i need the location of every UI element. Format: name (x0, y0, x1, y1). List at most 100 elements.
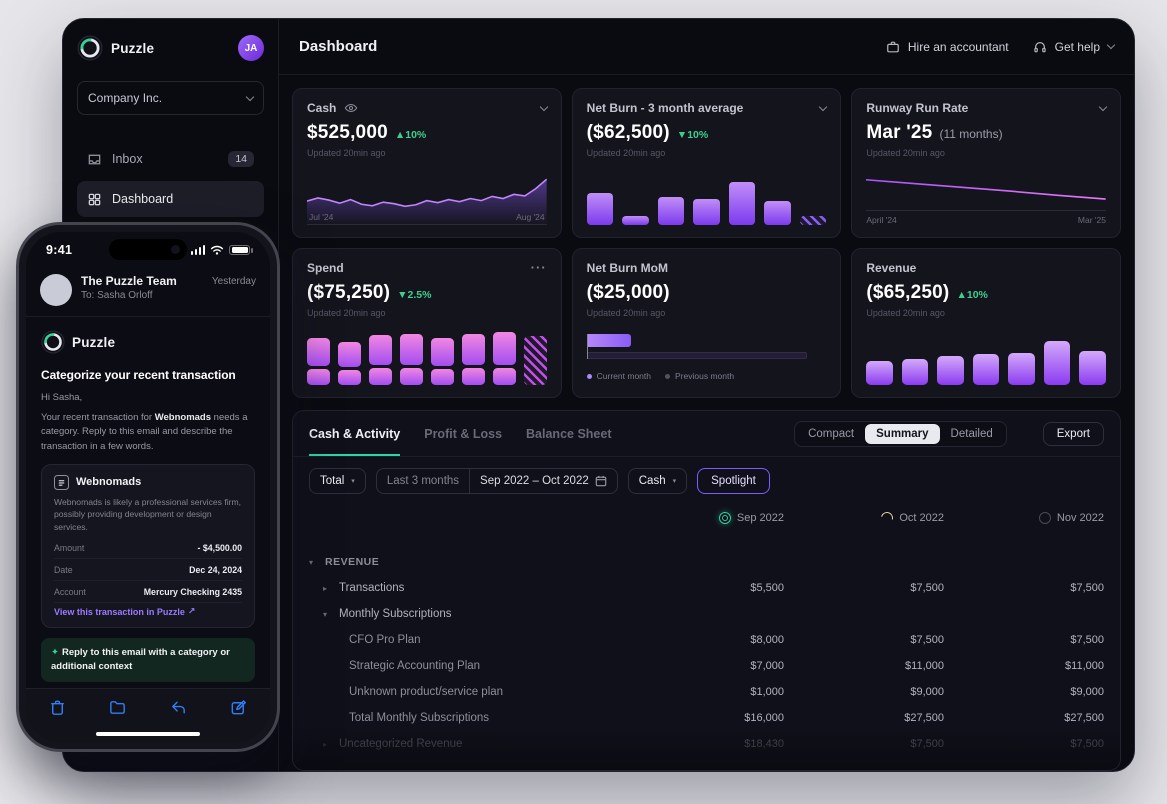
metric-updated: Updated 20min ago (307, 308, 386, 318)
bar-column (461, 329, 485, 385)
signal-icon (190, 245, 205, 255)
row-value: $7,500 (910, 738, 944, 750)
axis-label-right: Mar '25 (1077, 215, 1106, 225)
compose-icon[interactable] (229, 698, 248, 717)
tab-balance-sheet[interactable]: Balance Sheet (526, 426, 612, 441)
reply-callout: ✦ Reply to this email with a category or … (41, 638, 255, 682)
metric-title: Runway Run Rate (866, 101, 969, 115)
chevron-down-icon[interactable] (1098, 102, 1108, 111)
sender-name: The Puzzle Team (81, 274, 177, 288)
table-row-unknown-product-plan[interactable]: Unknown product/service plan $1,000 $9,0… (293, 679, 1120, 705)
legend-dot-previous (665, 373, 670, 379)
table-row-monthly-subscriptions[interactable]: ▾ Monthly Subscriptions (293, 601, 1120, 627)
bar (1043, 341, 1071, 385)
month-status-partial-icon (879, 509, 896, 527)
transaction-field: Account Mercury Checking 2435 (54, 581, 242, 604)
row-value: $7,500 (910, 634, 944, 646)
field-value: Dec 24, 2024 (189, 564, 242, 575)
battery-icon (229, 244, 253, 256)
metric-card-runway: Runway Run Rate Mar '25 (11 months) Upda… (851, 88, 1121, 238)
company-selector[interactable]: Company Inc. (77, 81, 264, 115)
metric-value: Mar '25 (866, 122, 933, 143)
user-avatar[interactable]: JA (238, 35, 264, 61)
bar (728, 182, 756, 225)
view-transaction-link[interactable]: View this transaction in Puzzle ↗ (54, 606, 242, 617)
netburn-bars (586, 169, 827, 225)
metric-card-net-burn-average: Net Burn - 3 month average ($62,500) ▼10… (571, 88, 842, 238)
mode-summary[interactable]: Summary (865, 423, 940, 444)
metric-delta: ▲10% (956, 289, 988, 301)
trash-icon[interactable] (48, 698, 67, 717)
scope-filter-dropdown[interactable]: Total ▾ (309, 468, 366, 494)
row-value: $11,000 (905, 660, 944, 672)
bar (1079, 351, 1106, 385)
table-row-total-monthly-subscriptions[interactable]: Total Monthly Subscriptions $16,000 $27,… (293, 705, 1120, 731)
mode-compact[interactable]: Compact (808, 427, 855, 440)
column-label: Nov 2022 (1056, 512, 1104, 524)
mode-detailed[interactable]: Detailed (950, 427, 993, 440)
main-area: Dashboard Hire an accountant Get help (279, 19, 1134, 771)
bar-column (492, 329, 516, 385)
date-range-picker[interactable]: Sep 2022 – Oct 2022 (470, 469, 617, 493)
export-button[interactable]: Export (1042, 421, 1104, 446)
table-row-transactions[interactable]: ▸ Transactions $5,500 $7,500 $7,500 (293, 575, 1120, 601)
transaction-field: Amount - $4,500.00 (54, 537, 242, 560)
body-text: Your recent transaction for (41, 412, 155, 423)
axis-label-right: Aug '24 (516, 212, 545, 222)
runway-line (866, 180, 1106, 199)
date-range-label: Sep 2022 – Oct 2022 (480, 475, 589, 487)
home-indicator[interactable] (96, 732, 200, 736)
transaction-title: Webnomads (76, 476, 142, 489)
sidebar-item-inbox[interactable]: Inbox 14 (77, 141, 264, 177)
column-header-nov: Nov 2022 (944, 512, 1104, 524)
caret-icon: ▾ (323, 609, 328, 619)
chevron-down-icon[interactable] (539, 102, 548, 111)
row-label: Strategic Accounting Plan (349, 660, 481, 672)
brand-name: Puzzle (72, 334, 116, 350)
cash-area (307, 179, 547, 224)
get-help-button[interactable]: Get help (1033, 40, 1116, 54)
metric-card-net-burn-mom: Net Burn MoM ($25,000) Updated 20min ago… (571, 248, 842, 398)
table-row-revenue[interactable]: ▾ REVENUE (293, 549, 1120, 575)
metric-delta: ▼2.5% (397, 289, 432, 301)
metric-value: ($62,500) (586, 122, 670, 143)
range-preset-label: Last 3 months (386, 475, 460, 487)
table-row-strategic-accounting-plan[interactable]: Strategic Accounting Plan $7,000 $11,000… (293, 653, 1120, 679)
chevron-down-icon[interactable] (819, 102, 828, 111)
row-label: REVENUE (325, 556, 380, 568)
metric-value: ($25,000) (586, 282, 670, 303)
column-header-sep: Sep 2022 (624, 512, 784, 524)
revenue-bars (866, 329, 1106, 385)
headphones-icon (1033, 41, 1046, 52)
reply-icon[interactable] (169, 698, 188, 717)
row-label: Unknown product/service plan (349, 686, 504, 698)
eye-icon[interactable] (344, 101, 358, 115)
metric-card-cash: Cash $525,000 ▲10% Updated 20min ago (292, 88, 562, 238)
table-row-cfo-pro-plan[interactable]: CFO Pro Plan $8,000 $7,500 $7,500 (293, 627, 1120, 653)
column-label: Oct 2022 (899, 512, 944, 524)
table-row-uncategorized-revenue[interactable]: ▸ Uncategorized Revenue $18,430 $7,500 $7… (293, 731, 1120, 757)
email-timestamp: Yesterday (211, 276, 256, 287)
link-label: View this transaction in Puzzle (54, 606, 185, 617)
spotlight-button[interactable]: Spotlight (697, 468, 770, 494)
row-value: $18,430 (744, 738, 784, 750)
basis-filter-dropdown[interactable]: Cash ▾ (627, 468, 688, 494)
tab-profit-loss[interactable]: Profit & Loss (424, 426, 503, 441)
more-menu-icon[interactable]: ··· (530, 260, 547, 275)
email-body: Puzzle Categorize your recent transactio… (26, 317, 270, 688)
bar (866, 361, 893, 385)
folder-icon[interactable] (108, 698, 127, 717)
row-value: $9,000 (1070, 686, 1104, 698)
row-value: $9,000 (910, 686, 944, 698)
row-value: $7,500 (1070, 634, 1104, 646)
topbar: Dashboard Hire an accountant Get help (279, 19, 1134, 75)
metric-value: ($75,250) (307, 282, 391, 303)
metric-title: Revenue (866, 261, 917, 275)
tab-cash-activity[interactable]: Cash & Activity (309, 411, 401, 456)
dashboard-window: Puzzle JA Company Inc. Inbox 14 (62, 18, 1135, 772)
hire-accountant-button[interactable]: Hire an accountant (886, 40, 1009, 54)
cash-line (307, 179, 547, 206)
sidebar-item-dashboard[interactable]: Dashboard (77, 181, 264, 217)
range-preset-button[interactable]: Last 3 months (377, 469, 471, 493)
report-tabs: Cash & Activity Profit & Loss Balance Sh… (293, 411, 1120, 457)
